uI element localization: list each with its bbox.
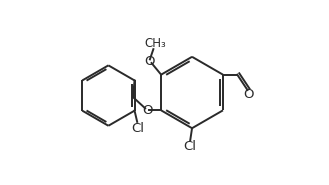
Text: O: O bbox=[243, 88, 254, 101]
Text: Cl: Cl bbox=[131, 122, 144, 135]
Text: O: O bbox=[145, 55, 155, 68]
Text: O: O bbox=[142, 104, 153, 117]
Text: Cl: Cl bbox=[183, 140, 196, 154]
Text: CH₃: CH₃ bbox=[145, 37, 166, 50]
